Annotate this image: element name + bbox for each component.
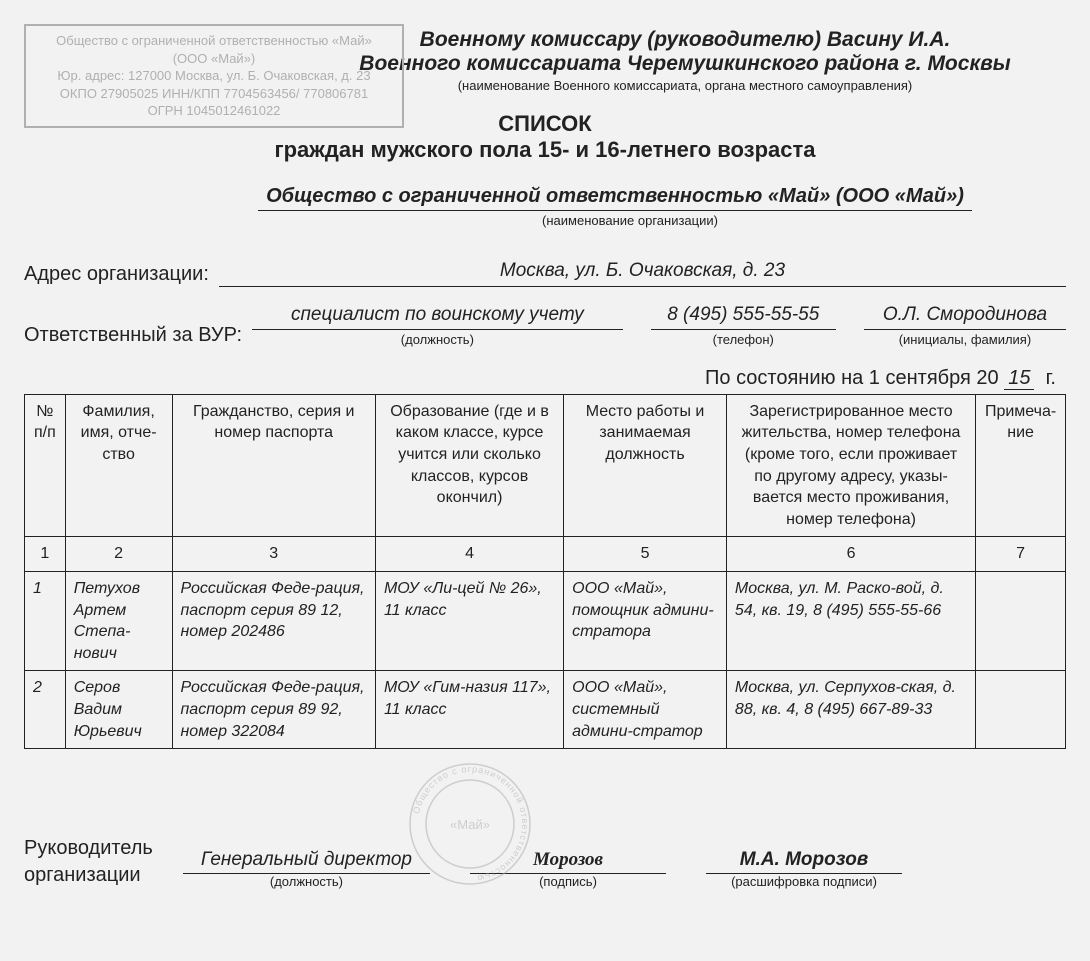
responsible-position-caption: (должность) (252, 331, 623, 349)
sign-position-caption: (должность) (183, 874, 430, 889)
org-box-line5: ОГРН 1045012461022 (36, 102, 392, 120)
responsible-label: Ответственный за ВУР: (24, 322, 252, 349)
colnum-3: 3 (172, 537, 375, 572)
th-education: Образование (где и в каком классе, курсе… (375, 394, 563, 537)
colnum-6: 6 (726, 537, 975, 572)
table-header-row: № п/п Фамилия, имя, отче-ство Гражданств… (25, 394, 1066, 537)
colnum-2: 2 (65, 537, 172, 572)
responsible-name-caption: (инициалы, фамилия) (864, 331, 1066, 349)
th-note: Примеча-ние (976, 394, 1066, 537)
colnum-5: 5 (564, 537, 727, 572)
address-label: Адрес организации: (24, 261, 219, 288)
cell-passport: Российская Феде-рация, паспорт серия 89 … (172, 571, 375, 670)
th-fio: Фамилия, имя, отче-ство (65, 394, 172, 537)
title-line2: граждан мужского пола 15- и 16-летнего в… (24, 137, 1066, 163)
sign-name-caption: (расшифровка подписи) (706, 874, 902, 889)
addressee-line2: Военного комиссариата Черемушкинского ра… (304, 52, 1066, 76)
addressee-caption: (наименование Военного комиссариата, орг… (304, 78, 1066, 93)
cell-work: ООО «Май», системный админи-стратор (564, 671, 727, 749)
org-box-line3: Юр. адрес: 127000 Москва, ул. Б. Очаковс… (36, 67, 392, 85)
org-box-line4: ОКПО 27905025 ИНН/КПП 7704563456/ 770806… (36, 85, 392, 103)
cell-education: МОУ «Гим-назия 117», 11 класс (375, 671, 563, 749)
th-work: Место работы и занимаемая должность (564, 394, 727, 537)
sign-left-line1: Руководитель (24, 837, 153, 859)
org-box: Общество с ограниченной ответственностью… (24, 24, 404, 128)
org-box-line2: (ООО «Май») (36, 50, 392, 68)
sign-left: Руководитель организации (24, 835, 183, 889)
date-prefix: По состоянию на 1 сентября 20 (705, 367, 999, 389)
sign-name: М.А. Морозов (706, 849, 902, 874)
cell-note (976, 571, 1066, 670)
cell-education: МОУ «Ли-цей № 26», 11 класс (375, 571, 563, 670)
data-table: № п/п Фамилия, имя, отче-ство Гражданств… (24, 394, 1066, 749)
cell-work: ООО «Май», помощник админи-стратора (564, 571, 727, 670)
responsible-name: О.Л. Смородинова (864, 302, 1066, 331)
org-box-line1: Общество с ограниченной ответственностью… (36, 32, 392, 50)
th-passport: Гражданство, серия и номер паспорта (172, 394, 375, 537)
sign-left-line2: организации (24, 864, 141, 886)
cell-address: Москва, ул. М. Раско-вой, д. 54, кв. 19,… (726, 571, 975, 670)
cell-fio: Серов Вадим Юрьевич (65, 671, 172, 749)
th-num: № п/п (25, 394, 66, 537)
date-suffix: г. (1046, 367, 1056, 389)
th-address: Зарегистрированное место жительства, ном… (726, 394, 975, 537)
cell-passport: Российская Феде-рация, паспорт серия 89 … (172, 671, 375, 749)
cell-note (976, 671, 1066, 749)
cell-address: Москва, ул. Серпухов-ская, д. 88, кв. 4,… (726, 671, 975, 749)
address-value: Москва, ул. Б. Очаковская, д. 23 (219, 258, 1066, 287)
stamp-inner-text: «Май» (450, 817, 490, 832)
sign-position: Генеральный директор (183, 849, 430, 874)
responsible-phone: 8 (495) 555-55-55 (651, 302, 836, 331)
sign-signature: Морозов (470, 849, 666, 874)
table-row: 2Серов Вадим ЮрьевичРоссийская Феде-раци… (25, 671, 1066, 749)
org-name-caption: (наименование организации) (194, 213, 1066, 228)
colnum-4: 4 (375, 537, 563, 572)
date-row: По состоянию на 1 сентября 20 15 г. (24, 367, 1066, 390)
date-year: 15 (1004, 367, 1034, 390)
addressee-line1: Военному комиссару (руководителю) Васину… (304, 28, 1066, 52)
responsible-phone-caption: (телефон) (651, 331, 836, 349)
sign-signature-caption: (подпись) (470, 874, 666, 889)
org-name-value: Общество с ограниченной ответственностью… (258, 185, 972, 211)
table-colnum-row: 1 2 3 4 5 6 7 (25, 537, 1066, 572)
cell-num: 1 (25, 571, 66, 670)
colnum-7: 7 (976, 537, 1066, 572)
responsible-position: специалист по воинскому учету (252, 302, 623, 331)
cell-fio: Петухов Артем Степа-нович (65, 571, 172, 670)
colnum-1: 1 (25, 537, 66, 572)
table-row: 1Петухов Артем Степа-новичРоссийская Фед… (25, 571, 1066, 670)
cell-num: 2 (25, 671, 66, 749)
